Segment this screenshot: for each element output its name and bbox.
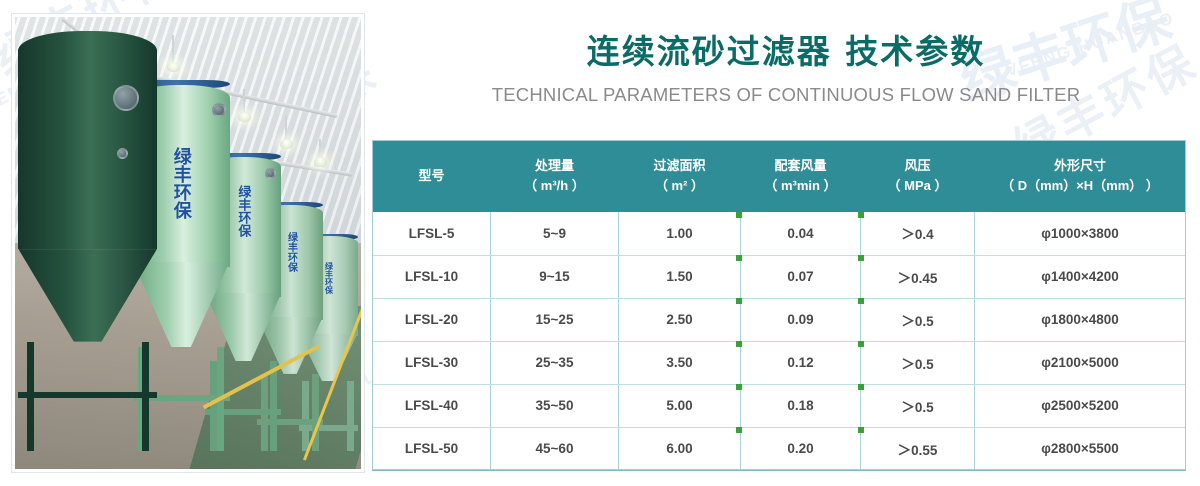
column-divider-accent	[736, 255, 742, 261]
column-divider-accent	[736, 384, 742, 390]
column-divider-accent	[736, 427, 742, 433]
cell-model: LFSL-40	[372, 384, 491, 428]
cell-filter-area: 6.00	[618, 427, 741, 471]
page-title: 连续流砂过滤器 技术参数 TECHNICAL PARAMETERS OF CON…	[372, 0, 1200, 106]
cell-model: LFSL-50	[372, 427, 491, 471]
table-row: LFSL-20 15~25 2.50 0.09 ＞0.5 φ1800×4800	[372, 298, 1186, 342]
cell-air-pressure: ＞0.5	[860, 384, 975, 428]
tank-nozzle	[264, 167, 276, 179]
cell-air-pressure: ＞0.45	[860, 255, 975, 299]
ceiling-light	[167, 62, 181, 73]
product-photo-image: 绿丰环保 绿丰环保 绿丰环保	[15, 17, 361, 469]
cell-air-pressure: ＞0.5	[860, 341, 975, 385]
column-divider-accent	[736, 212, 742, 218]
column-header-model: 型号	[372, 140, 491, 212]
ceiling-light	[314, 157, 328, 168]
cell-air-volume: 0.07	[740, 255, 861, 299]
cell-capacity: 25~35	[490, 341, 619, 385]
title-english: TECHNICAL PARAMETERS OF CONTINUOUS FLOW …	[491, 83, 1081, 105]
cell-dimensions: φ1000×3800	[974, 212, 1186, 256]
tank-nozzle	[116, 148, 128, 160]
spec-content: 连续流砂过滤器 技术参数 TECHNICAL PARAMETERS OF CON…	[372, 0, 1200, 486]
spec-table-head: 型号 处理量 （ m³/h ） 过滤面积 （ m² ） 配套风量	[372, 140, 1186, 212]
ceiling-light	[279, 139, 293, 150]
cell-air-volume: 0.18	[740, 384, 861, 428]
tank-manway	[112, 85, 139, 112]
column-header-filter-area: 过滤面积 （ m² ）	[618, 140, 741, 212]
column-header-dimensions: 外形尺寸 （ D（mm）×H（mm） ）	[974, 140, 1186, 212]
cell-dimensions: φ2500×5200	[974, 384, 1186, 428]
table-row: LFSL-40 35~50 5.00 0.18 ＞0.5 φ2500×5200	[372, 384, 1186, 428]
cell-filter-area: 1.50	[618, 255, 741, 299]
table-row: LFSL-30 25~35 3.50 0.12 ＞0.5 φ2100×5000	[372, 341, 1186, 385]
cell-dimensions: φ2100×5000	[974, 341, 1186, 385]
spec-table: 型号 处理量 （ m³/h ） 过滤面积 （ m² ） 配套风量	[372, 140, 1186, 471]
light-stem	[319, 139, 322, 162]
column-divider-accent	[736, 341, 742, 347]
cell-capacity: 45~60	[490, 427, 619, 471]
cell-model: LFSL-10	[372, 255, 491, 299]
cell-filter-area: 5.00	[618, 384, 741, 428]
cell-capacity: 5~9	[490, 212, 619, 256]
light-stem	[243, 89, 246, 117]
spec-table-container: 型号 处理量 （ m³/h ） 过滤面积 （ m² ） 配套风量	[372, 140, 1186, 471]
column-divider-accent	[858, 427, 864, 433]
cell-capacity: 35~50	[490, 384, 619, 428]
light-stem	[284, 116, 287, 144]
cell-model: LFSL-30	[372, 341, 491, 385]
table-row: LFSL-50 45~60 6.00 0.20 ＞0.55 φ2800×5500	[372, 427, 1186, 471]
cell-air-volume: 0.12	[740, 341, 861, 385]
ceiling-light	[238, 111, 252, 122]
title-chinese: 连续流砂过滤器 技术参数	[586, 32, 986, 71]
column-divider-accent	[858, 341, 864, 347]
column-header-capacity: 处理量 （ m³/h ）	[490, 140, 619, 212]
table-row: LFSL-10 9~15 1.50 0.07 ＞0.45 φ1400×4200	[372, 255, 1186, 299]
column-divider-accent	[858, 298, 864, 304]
column-header-air-pressure: 风压 （ MPa ）	[860, 140, 975, 212]
cell-model: LFSL-20	[372, 298, 491, 342]
table-row: LFSL-5 5~9 1.00 0.04 ＞0.4 φ1000×3800	[372, 212, 1186, 256]
column-header-air-volume: 配套风量 （ m³min ）	[740, 140, 861, 212]
product-photo: 绿丰环保 绿丰环保 绿丰环保	[12, 14, 364, 472]
cell-air-pressure: ＞0.5	[860, 298, 975, 342]
cell-dimensions: φ1800×4800	[974, 298, 1186, 342]
cell-filter-area: 1.00	[618, 212, 741, 256]
cell-filter-area: 3.50	[618, 341, 741, 385]
column-divider-accent	[736, 298, 742, 304]
cell-air-pressure: ＞0.55	[860, 427, 975, 471]
column-divider-accent	[858, 255, 864, 261]
cell-air-volume: 0.04	[740, 212, 861, 256]
cell-air-volume: 0.09	[740, 298, 861, 342]
cell-dimensions: φ2800×5500	[974, 427, 1186, 471]
sand-filter-tank	[18, 30, 157, 451]
cell-capacity: 9~15	[490, 255, 619, 299]
cell-model: LFSL-5	[372, 212, 491, 256]
cell-air-volume: 0.20	[740, 427, 861, 471]
cell-air-pressure: ＞0.4	[860, 212, 975, 256]
cell-capacity: 15~25	[490, 298, 619, 342]
cell-dimensions: φ1400×4200	[974, 255, 1186, 299]
cell-filter-area: 2.50	[618, 298, 741, 342]
spec-table-body: LFSL-5 5~9 1.00 0.04 ＞0.4 φ1000×3800 LFS…	[372, 212, 1186, 471]
column-divider-accent	[858, 212, 864, 218]
light-stem	[172, 35, 175, 67]
table-header-row: 型号 处理量 （ m³/h ） 过滤面积 （ m² ） 配套风量	[372, 140, 1186, 212]
tank-nozzle	[212, 102, 227, 117]
column-divider-accent	[858, 384, 864, 390]
